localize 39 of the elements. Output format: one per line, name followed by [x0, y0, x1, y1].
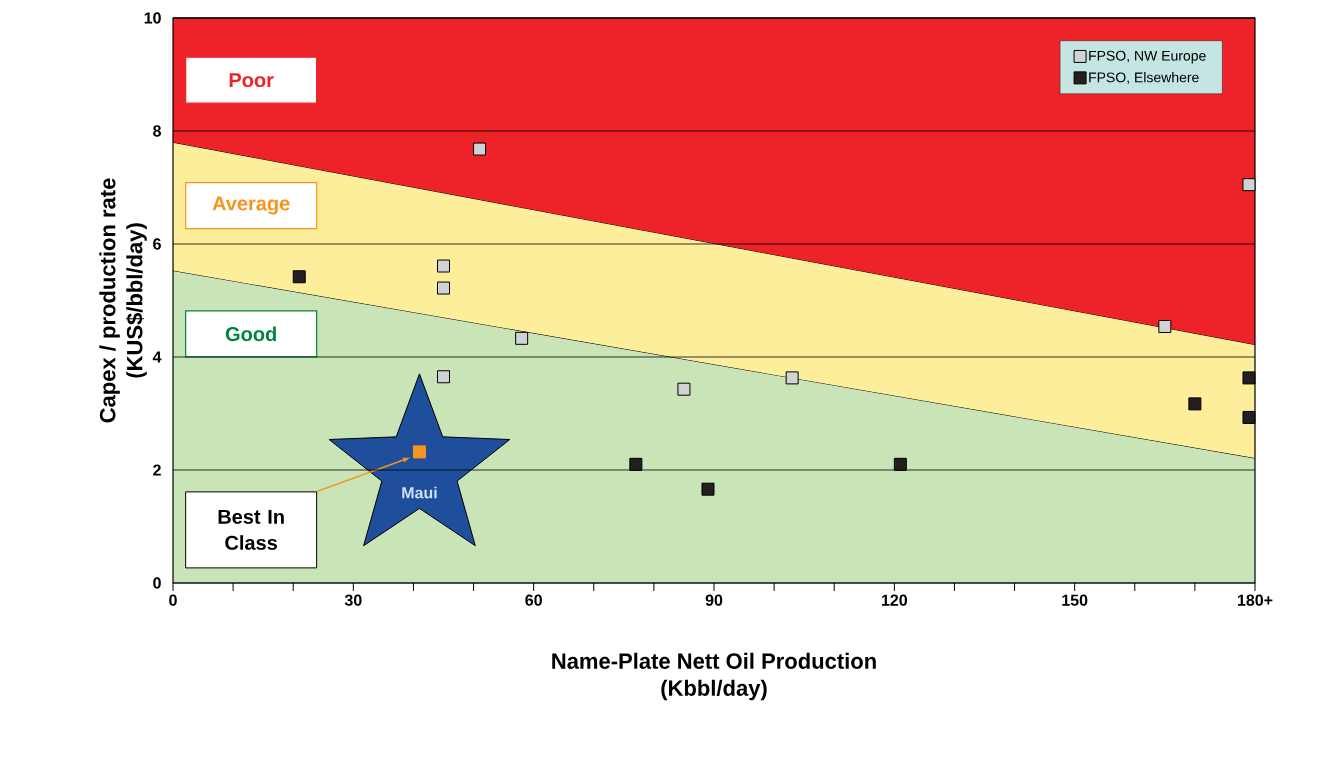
point: [677, 382, 691, 396]
point: [1242, 371, 1256, 385]
point: [437, 259, 451, 273]
y-tick-label: 4: [152, 351, 162, 363]
x-axis-title: Name-Plate Nett Oil Production (Kbbl/day): [552, 652, 876, 701]
y-tick-label: 2: [153, 464, 161, 476]
point: [412, 445, 426, 459]
point: [1242, 178, 1256, 192]
x-tick-label: 60: [525, 594, 542, 606]
point: [515, 331, 529, 345]
y-axis-title: Capex / production rate (KUS$/bbl/day): [99, 178, 147, 423]
x-tick-label: 90: [705, 594, 723, 606]
x-tick-label: 0: [169, 594, 177, 606]
point: [437, 370, 451, 384]
annotation: Poor: [229, 73, 274, 88]
annotation: Good: [225, 326, 276, 342]
point: [629, 457, 643, 471]
point: [292, 270, 306, 284]
point: [785, 371, 799, 385]
annotation: Best In Class: [218, 509, 284, 550]
x-tick-label: 30: [344, 594, 362, 606]
point: [893, 457, 907, 471]
point: [1158, 319, 1172, 333]
point: [1188, 397, 1202, 411]
y-tick-label: 8: [153, 125, 161, 137]
y-tick-label: 10: [144, 12, 161, 24]
point: [1242, 410, 1256, 424]
point: [437, 281, 451, 295]
x-tick-label: 120: [881, 594, 908, 606]
x-tick-label: 150: [1062, 594, 1088, 606]
x-tick-label: 180+: [1237, 594, 1273, 606]
annotation: Maui: [402, 486, 437, 499]
legend-label: FPSO, NW Europe: [1089, 50, 1206, 64]
y-tick-label: 6: [153, 238, 161, 250]
legend-label: FPSO, Elsewhere: [1089, 72, 1199, 84]
point: [473, 142, 487, 156]
point: [701, 482, 715, 496]
annotation: Average: [212, 196, 290, 215]
y-tick-label: 0: [153, 577, 161, 589]
